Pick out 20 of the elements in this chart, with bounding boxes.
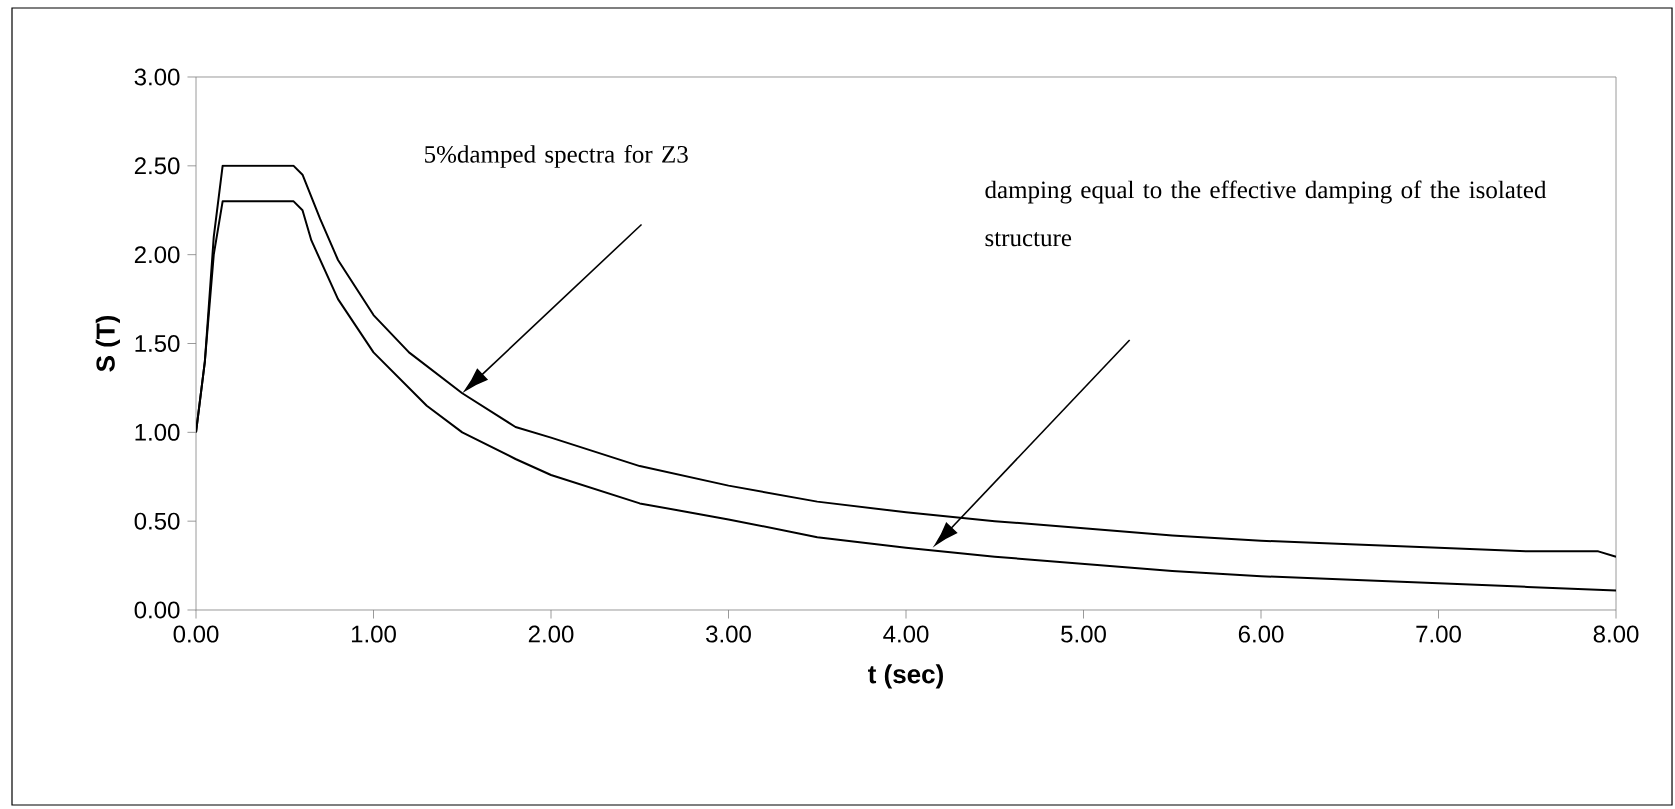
x-tick-label: 6.00: [1238, 625, 1284, 643]
x-tick-label: 7.00: [1416, 625, 1461, 643]
y-axis-title: S (T): [95, 315, 120, 372]
x-tick-label: 5.00: [1061, 625, 1106, 643]
annotation: 5%damped spectra for Z3: [425, 144, 688, 168]
y-tick-label: 3.00: [134, 68, 180, 86]
x-axis-title: t (sec): [868, 664, 943, 689]
x-tick-label: 2.00: [528, 625, 574, 643]
x-tick-label: 8.00: [1593, 625, 1639, 643]
x-tick-label: 4.00: [883, 625, 929, 643]
y-tick-label: 1.00: [135, 423, 180, 441]
y-tick-label: 0.00: [134, 601, 180, 619]
y-tick-label: 1.50: [135, 335, 180, 352]
x-tick-label: 3.00: [706, 625, 751, 643]
y-tick-label: 2.00: [134, 246, 180, 264]
annotation: damping equal to the effective damping of the isolated structure: [985, 180, 1547, 247]
y-tick-label: 0.50: [134, 512, 180, 530]
x-tick-label: 0.00: [173, 625, 219, 643]
x-tick-label: 1.00: [351, 625, 396, 643]
y-tick-label: 2.50: [134, 157, 180, 175]
